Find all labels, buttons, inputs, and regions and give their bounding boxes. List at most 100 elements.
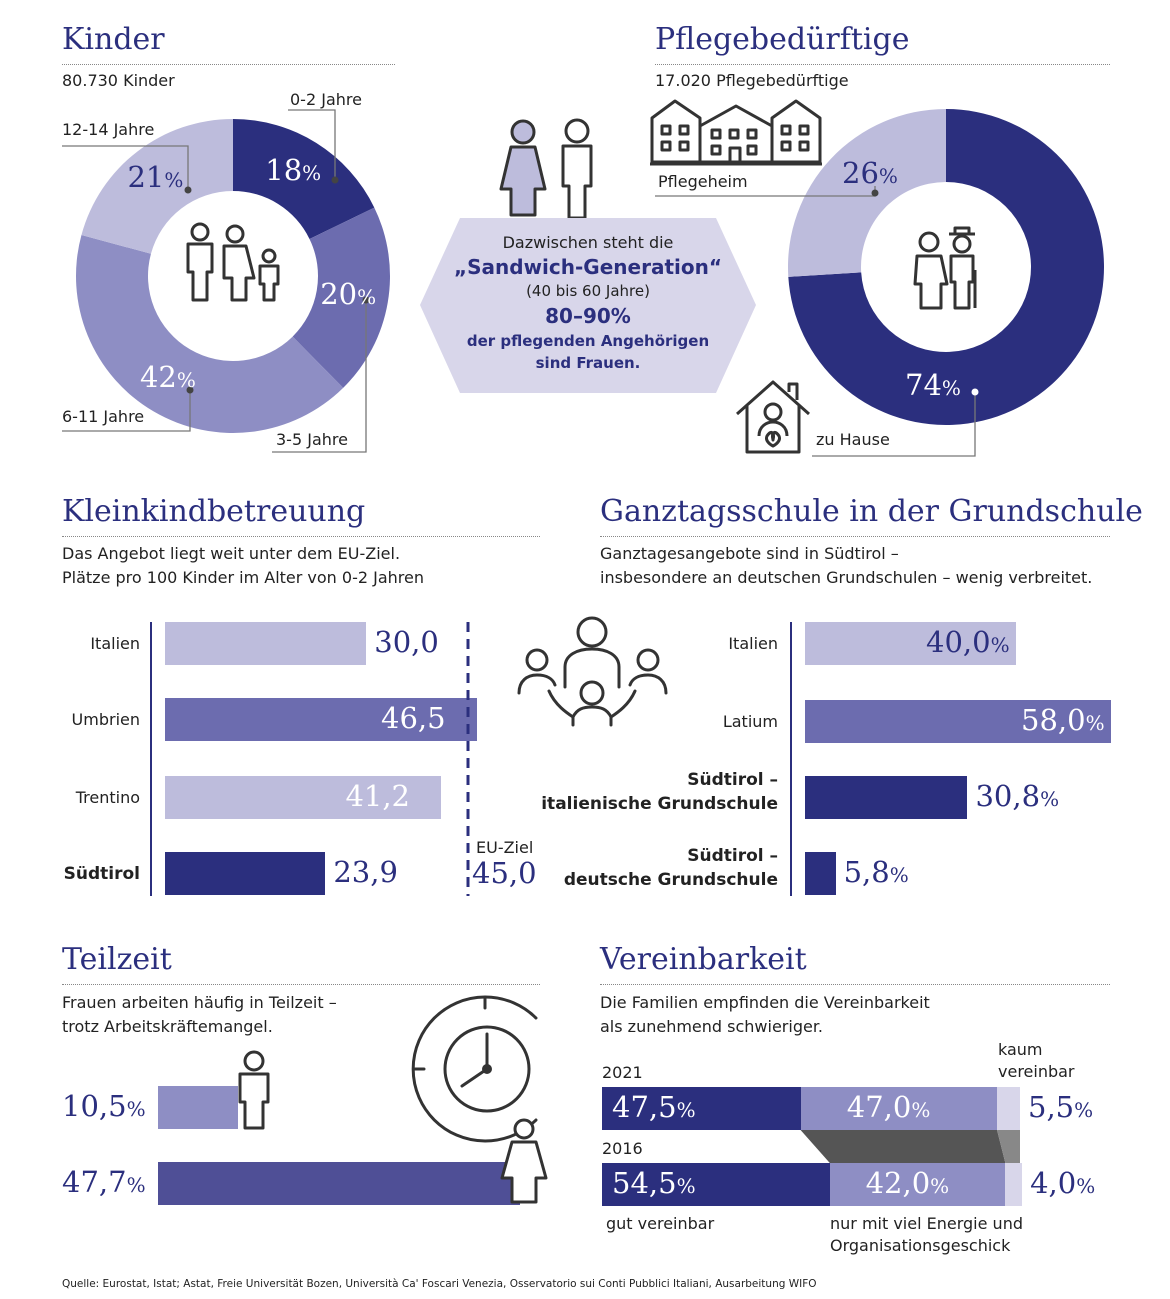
verein-title: Vereinbarkeit bbox=[600, 942, 807, 977]
sandwich-hexagon bbox=[420, 218, 756, 393]
teilzeit-sub1: Frauen arbeiten häufig in Teilzeit – bbox=[62, 993, 337, 1012]
pflege-category-1: Pflegeheim bbox=[658, 172, 748, 191]
slice-0-2-jahre bbox=[233, 119, 375, 239]
slice-zu-hause bbox=[788, 109, 1104, 426]
teilzeit-rule bbox=[62, 984, 540, 985]
ganztag-category-1: Latium bbox=[722, 712, 778, 731]
sandwich-line5: der pflegenden Angehörigen bbox=[466, 332, 710, 350]
kinder-category-0: 0-2 Jahre bbox=[290, 90, 362, 109]
pflege-leader-0 bbox=[812, 392, 976, 457]
pflege-category-0: zu Hause bbox=[816, 430, 890, 449]
sandwich-line1: Dazwischen steht die bbox=[502, 233, 674, 252]
ganztag-value-2: 30,8% bbox=[975, 779, 1060, 813]
ganztag-value-3: 5,8% bbox=[843, 855, 909, 889]
verein-bar-1-0 bbox=[602, 1163, 830, 1206]
kinder-category-3: 12-14 Jahre bbox=[62, 120, 155, 139]
klein-bar-3 bbox=[165, 852, 326, 895]
kinder-leader-dot-1 bbox=[362, 296, 370, 304]
kinder-leader-3 bbox=[62, 145, 189, 190]
ganztag-bar-3 bbox=[805, 852, 836, 895]
pflege-title: Pflegebedürftige bbox=[655, 22, 910, 57]
verein-bar-1-2 bbox=[1005, 1163, 1023, 1206]
teilzeit-bar-1 bbox=[158, 1162, 520, 1205]
woman-man-icon bbox=[499, 118, 593, 220]
kinder-category-2: 6-11 Jahre bbox=[62, 407, 145, 426]
woman-icon bbox=[500, 1118, 548, 1204]
verein-bar-0-0 bbox=[602, 1087, 801, 1130]
kinder-value-0: 18% bbox=[265, 153, 322, 188]
kaum-label-1: kaum bbox=[998, 1040, 1043, 1059]
klein-value-0: 30,0 bbox=[374, 625, 439, 659]
verein-year-0: 2021 bbox=[602, 1063, 643, 1082]
verein-value-1-1: 42,0% bbox=[865, 1166, 950, 1200]
ganztag-bar-0 bbox=[805, 622, 1017, 665]
kinder-leader-dot-2 bbox=[186, 386, 194, 394]
verein-value-0-0: 47,5% bbox=[612, 1090, 696, 1124]
verein-value-0-1: 47,0% bbox=[846, 1090, 931, 1124]
kinder-value-3: 21% bbox=[127, 159, 184, 194]
sandwich-line6: sind Frauen. bbox=[535, 354, 641, 372]
pflege-donut-chart bbox=[788, 109, 1104, 426]
verein-sub2: als zunehmend schwieriger. bbox=[600, 1017, 824, 1036]
klein-bar-2 bbox=[165, 776, 442, 819]
verein-value-1-0: 54,5% bbox=[612, 1166, 696, 1200]
klein-category-3: Südtirol bbox=[63, 864, 140, 884]
pflege-value-1: 26% bbox=[842, 156, 898, 190]
teilzeit-value-1: 47,7% bbox=[62, 1165, 146, 1199]
kinder-leader-dot-3 bbox=[184, 186, 192, 194]
leader-lines bbox=[62, 109, 979, 457]
kinder-value-2: 42% bbox=[139, 360, 196, 395]
pflege-rule bbox=[655, 64, 1110, 65]
group-icon bbox=[517, 616, 668, 727]
eu-ziel-line bbox=[466, 622, 470, 896]
kinder-value-1: 20% bbox=[320, 276, 377, 311]
kinder-title: Kinder bbox=[62, 22, 165, 57]
verein-bar-0-2 bbox=[997, 1087, 1020, 1130]
verein-value-1-2: 4,0% bbox=[1030, 1166, 1096, 1200]
sandwich-text: Dazwischen steht die „Sandwich-Generatio… bbox=[420, 232, 756, 374]
klein-category-0: Italien bbox=[90, 634, 140, 653]
ganztag-bar-2 bbox=[805, 776, 968, 819]
kinder-rule bbox=[62, 64, 395, 65]
ganztag-category-3-line2: deutsche Grundschule bbox=[563, 870, 778, 890]
teilzeit-value-0: 10,5% bbox=[62, 1089, 146, 1123]
verein-bar-1-1 bbox=[829, 1163, 1006, 1206]
elderly-couple-icon bbox=[913, 226, 977, 310]
verein-connector-middle bbox=[800, 1130, 1006, 1163]
ganztag-title: Ganztagsschule in der Grundschule bbox=[600, 494, 1143, 529]
nur-label-2: Organisationsgeschick bbox=[830, 1236, 1011, 1255]
teilzeit-bar-0 bbox=[158, 1086, 238, 1129]
verein-year-1: 2016 bbox=[602, 1139, 643, 1158]
teilzeit-title: Teilzeit bbox=[62, 942, 172, 977]
pflege-leader-dot-0 bbox=[971, 388, 979, 396]
klein-value-2: 41,2 bbox=[345, 779, 411, 813]
source-note: Quelle: Eurostat, Istat; Astat, Freie Un… bbox=[62, 1278, 817, 1290]
gut-vereinbar-label: gut vereinbar bbox=[606, 1214, 715, 1233]
kinder-leader-dot-0 bbox=[331, 176, 339, 184]
verein-rule bbox=[600, 984, 1110, 985]
slice-12-14-jahre bbox=[81, 119, 234, 254]
klein-sub1: Das Angebot liegt weit unter dem EU-Ziel… bbox=[62, 544, 401, 563]
klein-category-1: Umbrien bbox=[71, 710, 140, 729]
verein-sub1: Die Familien empfinden die Vereinbarkeit bbox=[600, 993, 930, 1012]
ganztag-axis bbox=[790, 622, 792, 896]
verein-bar-0-1 bbox=[800, 1087, 997, 1130]
eu-ziel-label: EU-Ziel bbox=[476, 838, 534, 857]
slice-pflegeheim bbox=[788, 109, 946, 277]
home-care-icon bbox=[736, 380, 810, 454]
pflege-value-0: 74% bbox=[905, 368, 961, 402]
kinder-leader-0 bbox=[288, 109, 336, 180]
klein-value-1: 46,5 bbox=[381, 701, 446, 735]
klein-title: Kleinkindbetreuung bbox=[62, 494, 366, 529]
verein-value-0-2: 5,5% bbox=[1028, 1090, 1094, 1124]
eu-ziel-value: 45,0 bbox=[472, 856, 537, 890]
clock-icon bbox=[411, 995, 538, 1143]
ganztag-category-2-line1: Südtirol – bbox=[687, 770, 778, 790]
nursing-home-icon bbox=[650, 99, 822, 166]
ganztag-category-2-line2: italienische Grundschule bbox=[541, 794, 778, 814]
kaum-label-2: vereinbar bbox=[998, 1062, 1075, 1081]
ganztag-sub1: Ganztagesangebote sind in Südtirol – bbox=[600, 544, 899, 563]
klein-category-2: Trentino bbox=[75, 788, 140, 807]
